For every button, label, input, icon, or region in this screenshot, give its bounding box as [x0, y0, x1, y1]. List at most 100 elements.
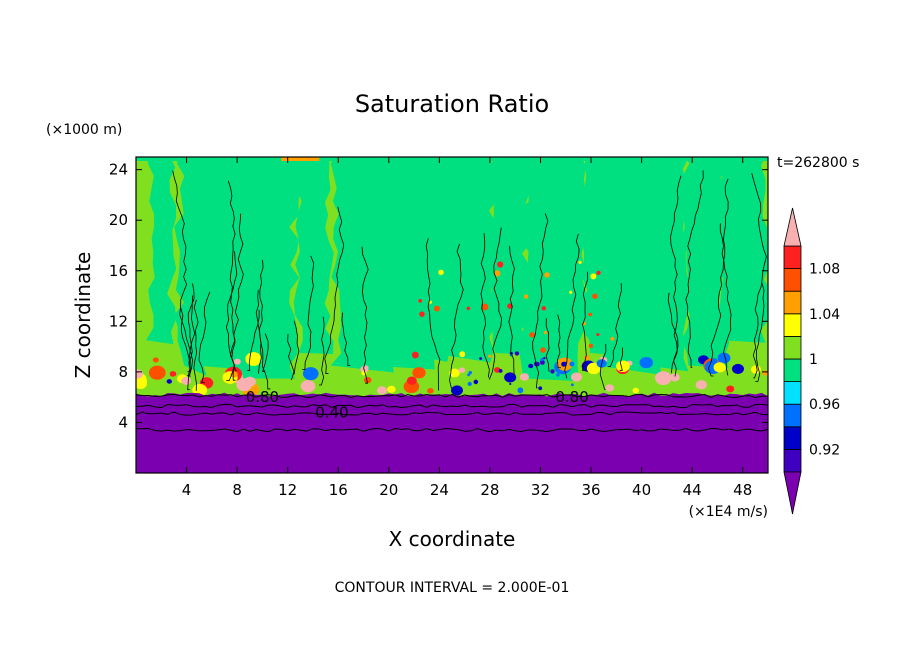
field-cell: [504, 372, 517, 383]
field-plume: [518, 157, 589, 382]
contour-label: 0.80: [555, 388, 588, 406]
field-cell: [596, 332, 600, 337]
field-layer: [136, 157, 768, 473]
colorbar-bin: [783, 381, 802, 405]
field-cell: [514, 351, 520, 356]
field-cell: [449, 368, 460, 378]
field-cell: [590, 273, 597, 280]
field-cell: [459, 351, 466, 358]
field-cell: [302, 367, 319, 381]
field-cell: [438, 269, 444, 276]
field-cell: [467, 381, 472, 387]
contour-labels-group: 0.80 0.40 0.80: [246, 388, 589, 421]
contour-line: [225, 251, 238, 381]
field-strip: [281, 157, 320, 161]
x-tick-label: 4: [182, 481, 192, 499]
colorbar-bottom-arrow: [783, 471, 802, 515]
x-tick-label: 20: [379, 481, 398, 499]
field-cell: [497, 261, 504, 268]
colorbar-bin: [783, 245, 802, 270]
y-unit-label: (×1000 m): [46, 122, 122, 138]
field-cell: [181, 376, 192, 385]
field-cell: [136, 369, 143, 379]
contour-line: [751, 173, 767, 379]
x-tick-label: 32: [531, 481, 550, 499]
field-cell: [152, 357, 159, 363]
colorbar-bin: [783, 358, 802, 383]
x-axis-label: X coordinate: [389, 527, 516, 551]
field-cell: [166, 379, 172, 384]
field-cell: [419, 311, 425, 317]
contour-line: [685, 170, 704, 368]
x-axis-ticks: 4 8 12 16 20 24 28 32 36 40 44 48: [182, 157, 752, 499]
field-cell: [541, 306, 547, 311]
field-cell: [544, 272, 550, 278]
colorbar-bin: [783, 403, 802, 428]
colorbar-bin: [783, 448, 802, 473]
field-cell: [466, 306, 471, 311]
field-cell: [569, 361, 575, 367]
field-cell: [411, 351, 419, 359]
field-cell: [428, 300, 432, 304]
contour-line: [619, 347, 623, 371]
contour-line: [480, 233, 490, 378]
field-cell: [605, 384, 614, 392]
field-cell: [487, 354, 492, 358]
field-cell: [427, 388, 434, 394]
contour-line: [259, 259, 271, 390]
contour-label: 0.40: [315, 403, 348, 421]
field-cell: [596, 270, 601, 275]
field-cell: [412, 367, 426, 379]
field-cell: [578, 260, 582, 264]
contour-line: [292, 320, 300, 375]
field-cell: [245, 352, 262, 366]
colorbar-bin: [783, 426, 802, 450]
contour-line: [136, 393, 768, 398]
contour-line: [449, 243, 464, 389]
contour-line: [755, 282, 765, 382]
y-tick-label: 20: [109, 211, 128, 229]
contour-line: [324, 206, 345, 374]
field-cell: [376, 386, 388, 395]
field-cell: [148, 365, 166, 380]
contour-line: [564, 233, 580, 379]
field-cell: [300, 380, 316, 393]
y-tick-label: 16: [109, 262, 128, 280]
field-cell: [711, 358, 718, 364]
contour-line: [341, 312, 351, 367]
field-cell: [418, 298, 423, 303]
y-tick-label: 12: [109, 312, 128, 330]
colorbar-top-arrow: [783, 207, 802, 247]
field-cell: [243, 376, 256, 387]
field-cell: [468, 371, 472, 375]
contour-line: [556, 314, 562, 369]
field-cell: [610, 336, 615, 341]
field-plume: [146, 157, 177, 345]
y-tick-label: 4: [118, 413, 128, 431]
y-axis-ticks: 4 8 12 16 20 24: [109, 161, 768, 431]
contour-line: [287, 333, 295, 380]
contour-line: [247, 309, 260, 371]
field-cell: [632, 387, 640, 394]
x-tick-label: 40: [632, 481, 651, 499]
x-tick-label: 48: [733, 481, 752, 499]
field-cell: [616, 360, 630, 373]
field-cell: [540, 347, 546, 353]
contour-line: [425, 238, 441, 391]
contour-line: [532, 213, 549, 389]
field-plume: [293, 157, 334, 355]
colorbar-tick-label: 0.92: [809, 442, 840, 458]
field-cell: [523, 294, 529, 299]
x-tick-label: 16: [329, 481, 348, 499]
field-cell: [592, 293, 598, 299]
x-tick-label: 28: [480, 481, 499, 499]
field-cell: [550, 369, 555, 374]
plot-frame: [135, 156, 769, 474]
field-cell: [233, 358, 241, 365]
x-tick-label: 36: [581, 481, 600, 499]
y-tick-label: 8: [118, 363, 128, 381]
colorbar-tick-label: 1: [809, 352, 818, 368]
field-cell: [570, 383, 574, 387]
field-cell: [750, 365, 762, 374]
